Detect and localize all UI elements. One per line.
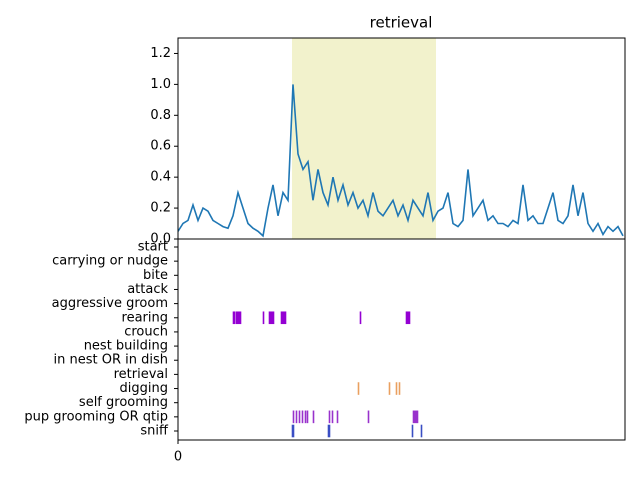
row-label: crouch (124, 324, 168, 339)
y-tick-label: 0.2 (150, 201, 171, 216)
event (295, 410, 298, 424)
y-tick-label: 0.6 (150, 139, 171, 154)
y-tick-label: 0.8 (150, 108, 171, 123)
event (235, 311, 242, 325)
event (262, 311, 265, 325)
row-label: self grooming (79, 395, 168, 410)
row-label: attack (127, 282, 168, 297)
event (304, 410, 307, 424)
x-tick-label: 0 (174, 450, 182, 465)
row-label: rearing (122, 310, 168, 325)
event (301, 410, 304, 424)
y-tick-label: 0.4 (150, 170, 171, 185)
event (420, 424, 423, 438)
row-label: pup grooming OR qtip (24, 409, 168, 424)
event (306, 410, 309, 424)
chart-title: retrieval (370, 14, 433, 32)
event (312, 410, 315, 424)
row-label: start (138, 240, 168, 255)
row-label: carrying or nudge (52, 254, 168, 269)
event (411, 424, 414, 438)
event (412, 410, 419, 424)
y-tick-label: 1.2 (150, 46, 171, 61)
data-line (178, 84, 624, 238)
event (336, 410, 339, 424)
row-label: sniff (140, 424, 169, 439)
event (388, 382, 391, 395)
row-label: aggressive groom (52, 296, 168, 311)
event (232, 311, 236, 325)
event (367, 410, 370, 424)
event (298, 410, 301, 424)
event (292, 410, 295, 424)
row-label: digging (120, 381, 168, 396)
event (268, 311, 275, 325)
event (331, 410, 334, 424)
event (327, 424, 331, 438)
event (395, 382, 398, 395)
highlight-span (292, 38, 436, 239)
event (405, 311, 411, 325)
plot-frame (177, 238, 626, 441)
row-label: nest building (84, 339, 168, 354)
y-tick-label: 0.0 (150, 232, 171, 247)
event (359, 311, 362, 325)
row-label: bite (143, 268, 168, 283)
y-tick-label: 1.0 (150, 77, 171, 92)
event (357, 382, 360, 395)
row-label: retrieval (114, 367, 168, 382)
event (328, 410, 331, 424)
event (280, 311, 287, 325)
event (291, 424, 295, 438)
event (398, 382, 401, 395)
row-label: in nest OR in dish (54, 353, 168, 368)
